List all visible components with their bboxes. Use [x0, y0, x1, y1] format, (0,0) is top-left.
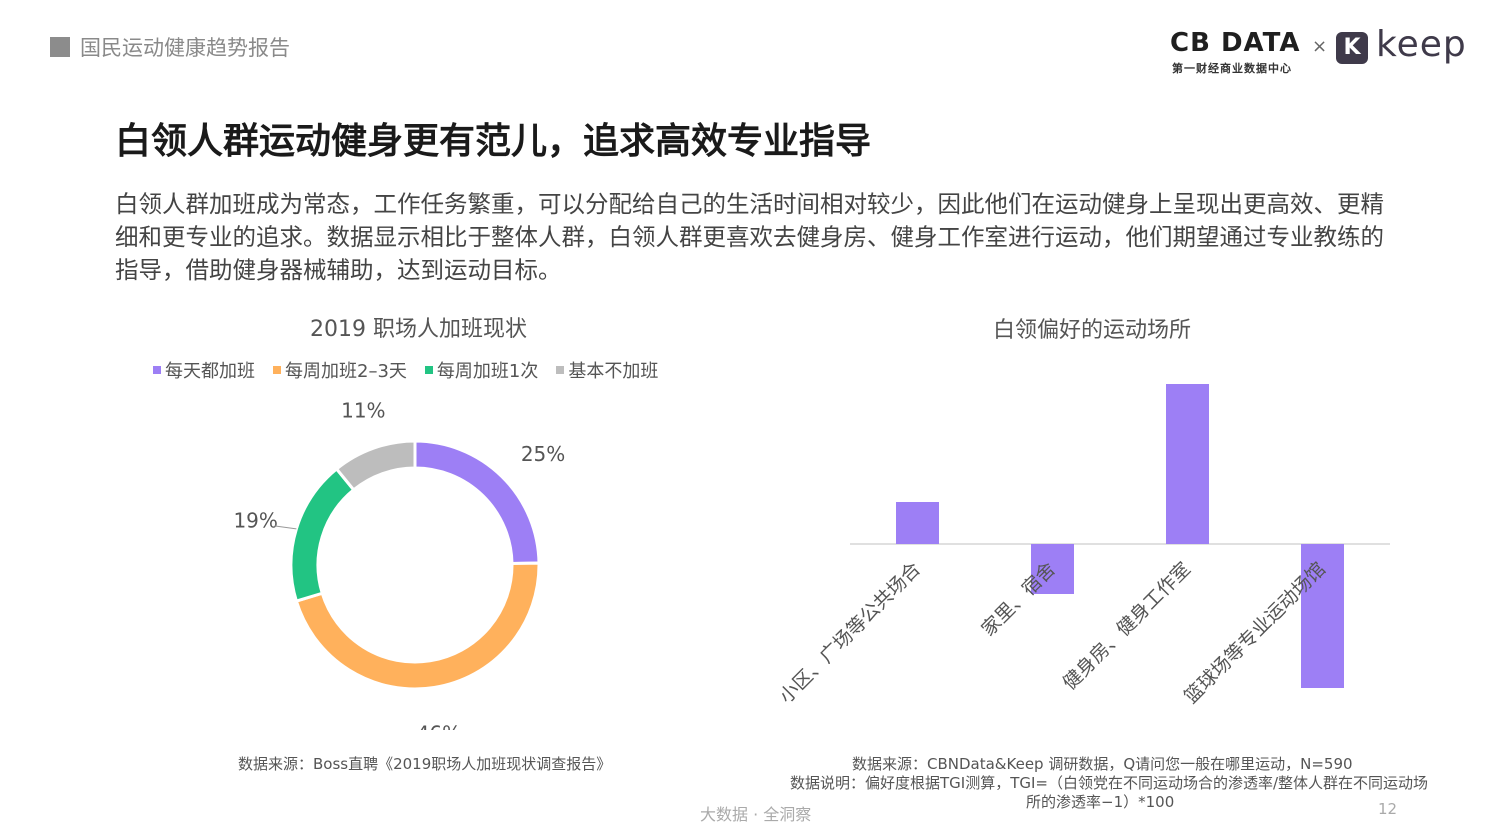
source-note-right-line2: 数据说明：偏好度根据TGI测算，TGI=（白领党在不同运动场合的渗透率/整体人群…	[790, 774, 1429, 792]
keep-logo: K keep	[1336, 24, 1476, 74]
legend-label: 基本不加班	[568, 361, 659, 382]
category-label-public-places: 小区、广场等公共场合	[775, 558, 925, 708]
donut-chart: 25% 46% 19% 11%	[233, 400, 565, 730]
report-title: 国民运动健康趋势报告	[80, 36, 290, 60]
donut-label-weekly-1: 19%	[233, 509, 277, 533]
donut-legend: 每天都加班 每周加班2–3天 每周加班1次 基本不加班	[153, 358, 658, 382]
donut-slice-weekly-1	[289, 466, 356, 603]
bar-gym-studio	[1166, 384, 1209, 544]
footer-brand: 大数据 · 全洞察	[700, 805, 812, 824]
legend-swatch-orange	[273, 366, 281, 374]
cbndata-logo-text: CB DATA	[1170, 28, 1301, 58]
category-label-gym-studio: 健身房、健身工作室	[1059, 558, 1195, 694]
source-note-right-line3: 所的渗透率−1）*100	[1026, 793, 1175, 811]
description-text: 白领人群加班成为常态，工作任务繁重，可以分配给自己的生活时间相对较少，因此他们在…	[115, 190, 1384, 284]
donut-chart-title: 2019 职场人加班现状	[310, 317, 527, 342]
logo-times-sign: ×	[1312, 36, 1328, 57]
legend-swatch-green	[424, 366, 433, 374]
source-note-right-line1: 数据来源：CBNData&Keep 调研数据，Q请问您一般在哪里运动，N=590	[852, 755, 1353, 773]
keep-badge-icon: K	[1336, 32, 1368, 64]
page-title: 白领人群运动健身更有范儿，追求高效专业指导	[115, 121, 872, 162]
donut-label-rarely: 11%	[341, 400, 385, 422]
donut-slice-rarely	[334, 439, 417, 492]
legend-label: 每天都加班	[165, 361, 255, 382]
donut-slice-weekly-2-3	[294, 561, 541, 691]
bar-pro-venues	[1301, 544, 1344, 688]
legend-label: 每周加班1次	[436, 361, 539, 382]
cbndata-logo-subtitle: 第一财经商业数据中心	[1172, 62, 1292, 75]
legend-item-daily: 每天都加班	[153, 358, 255, 382]
page-number: 12	[1378, 800, 1398, 818]
legend-item-rarely: 基本不加班	[556, 358, 658, 382]
legend-swatch-gray	[556, 366, 565, 374]
keep-logo-text: keep	[1376, 24, 1467, 65]
legend-label: 每周加班2–3天	[285, 361, 407, 382]
source-note-left: 数据来源：Boss直聘《2019职场人加班现状调查报告》	[238, 755, 612, 773]
legend-swatch-purple	[153, 366, 161, 374]
bar-chart-title: 白领偏好的运动场所	[993, 318, 1192, 343]
legend-item-weekly-2-3: 每周加班2–3天	[273, 358, 407, 382]
category-label-home-dorm: 家里、宿舍	[977, 558, 1060, 641]
donut-leader-line	[274, 525, 297, 530]
donut-label-daily: 25%	[521, 442, 565, 466]
legend-item-weekly-1: 每周加班1次	[424, 358, 539, 382]
donut-label-weekly-2-3: 46%	[417, 722, 461, 730]
header-square-marker	[50, 37, 70, 57]
bar-home-dorm	[1031, 544, 1074, 594]
cbndata-logo: CB DATA 第一财经商业数据中心	[1170, 28, 1310, 78]
bar-public-places	[896, 502, 939, 544]
